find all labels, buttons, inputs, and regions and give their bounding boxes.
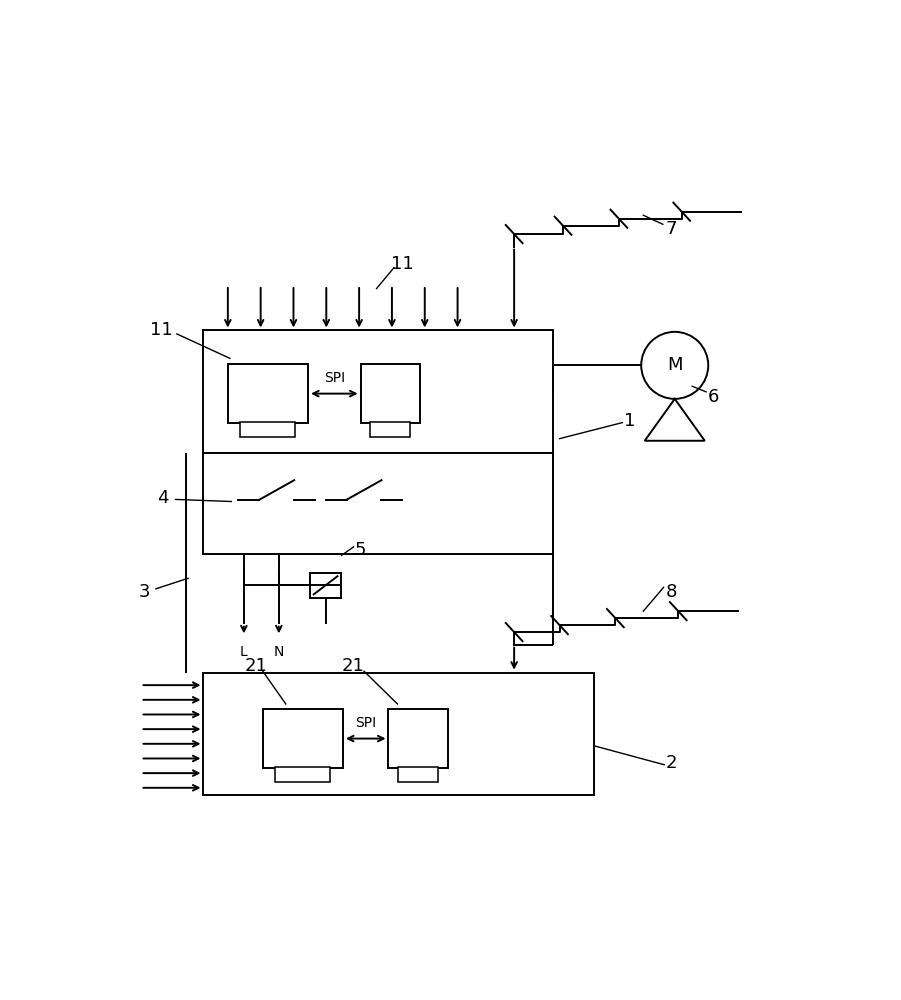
Bar: [263, 709, 343, 768]
Bar: [397, 767, 438, 782]
Text: 21: 21: [342, 657, 365, 675]
Text: 11: 11: [391, 255, 414, 273]
Text: N: N: [274, 645, 284, 659]
Text: 4: 4: [157, 489, 168, 507]
Text: 5: 5: [355, 541, 367, 559]
Text: 21: 21: [244, 657, 268, 675]
Text: 6: 6: [707, 388, 719, 406]
Text: 7: 7: [666, 220, 677, 238]
Bar: [241, 422, 295, 437]
Bar: [369, 422, 410, 437]
Text: 8: 8: [666, 583, 677, 601]
Text: M: M: [667, 356, 682, 374]
Bar: [204, 673, 595, 795]
Bar: [204, 453, 552, 554]
Bar: [360, 364, 420, 423]
Text: 3: 3: [138, 583, 150, 601]
Text: SPI: SPI: [323, 371, 345, 385]
Bar: [388, 709, 448, 768]
Text: SPI: SPI: [355, 716, 377, 730]
Text: 2: 2: [666, 754, 677, 772]
Text: 1: 1: [623, 412, 635, 430]
Text: 11: 11: [150, 321, 173, 339]
Text: L: L: [240, 645, 248, 659]
Bar: [276, 767, 330, 782]
Bar: [204, 330, 552, 453]
Bar: [310, 573, 341, 598]
Bar: [228, 364, 308, 423]
